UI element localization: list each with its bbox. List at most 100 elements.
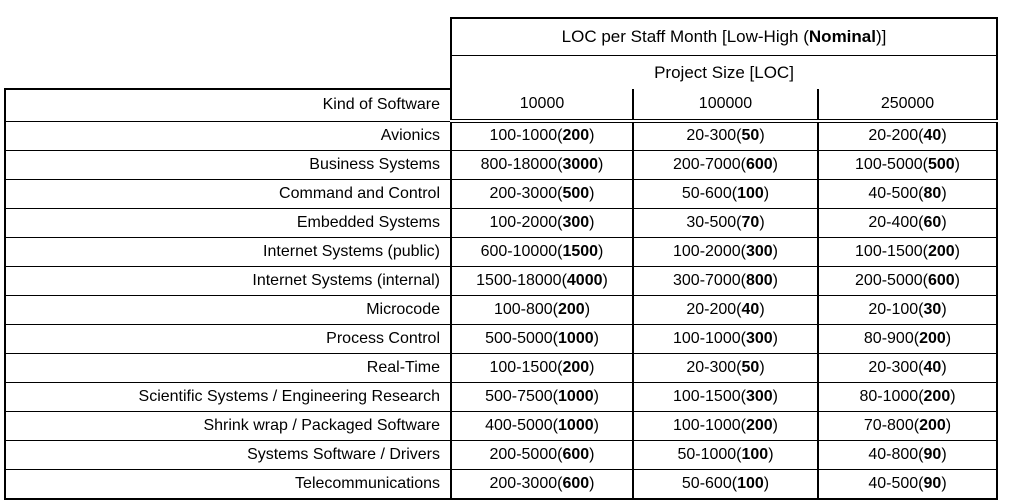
loc-range-low-high: 20-300(: [686, 127, 742, 145]
loc-nominal: 300: [745, 329, 773, 347]
row-label: Shrink wrap / Packaged Software: [4, 410, 452, 441]
loc-range-close: ): [763, 474, 770, 492]
loc-range-close: ): [772, 387, 778, 405]
loc-range-low-high: 40-500(: [868, 474, 924, 492]
loc-range-close: ): [759, 127, 765, 145]
row-label: Business Systems: [4, 149, 452, 180]
loc-range-cell: 100-2000(300): [450, 207, 634, 238]
loc-range-close: ): [768, 445, 774, 463]
loc-range-close: ): [941, 445, 947, 463]
loc-range-low-high: 20-200(: [686, 300, 742, 318]
loc-range-cell: 50-600(100): [632, 468, 819, 500]
loc-range-close: ): [584, 300, 591, 318]
loc-nominal: 600: [562, 474, 590, 492]
loc-range-close: ): [598, 155, 604, 173]
loc-nominal: 200: [919, 329, 946, 347]
loc-nominal: 200: [927, 242, 955, 260]
loc-range-close: ): [954, 271, 960, 289]
loc-range-low-high: 80-1000(: [859, 387, 924, 405]
loc-range-close: ): [772, 329, 778, 347]
loc-nominal: 60: [923, 213, 942, 231]
loc-range-cell: 50-600(100): [632, 178, 819, 209]
loc-range-cell: 200-5000(600): [816, 265, 999, 296]
title-text-suffix: )]: [875, 27, 887, 46]
loc-range-cell: 100-800(200): [450, 294, 634, 325]
title-text-prefix: LOC per Staff Month [Low-High (: [561, 27, 809, 46]
loc-range-cell: 500-7500(1000): [450, 381, 634, 412]
loc-range-cell: 500-5000(1000): [450, 323, 634, 354]
loc-range-low-high: 100-5000(: [855, 155, 928, 173]
loc-range-close: ): [941, 474, 947, 492]
loc-nominal: 500: [562, 184, 590, 202]
loc-range-low-high: 30-500(: [686, 213, 742, 231]
loc-range-cell: 1500-18000(4000): [450, 265, 634, 296]
loc-nominal: 4000: [566, 271, 603, 289]
loc-nominal: 200: [558, 300, 585, 318]
loc-range-low-high: 100-1500(: [489, 358, 563, 376]
loc-range-low-high: 200-3000(: [489, 474, 563, 492]
row-label: Command and Control: [4, 178, 452, 209]
loc-nominal: 600: [745, 155, 773, 173]
row-label: Systems Software / Drivers: [4, 439, 452, 470]
loc-nominal: 30: [923, 300, 942, 318]
loc-nominal: 90: [923, 474, 942, 492]
row-label: Embedded Systems: [4, 207, 452, 238]
loc-range-cell: 100-2000(300): [632, 236, 819, 267]
loc-range-cell: 300-7000(800): [632, 265, 819, 296]
loc-range-low-high: 800-18000(: [480, 155, 563, 173]
loc-range-cell: 20-300(50): [632, 352, 819, 383]
loc-range-close: ): [759, 300, 765, 318]
loc-range-cell: 30-500(70): [632, 207, 819, 238]
table-row: Microcode 100-800(200) 20-200(40) 20-100(30…: [4, 294, 999, 325]
loc-nominal: 70: [741, 213, 760, 231]
loc-nominal: 1500: [562, 242, 599, 260]
loc-range-cell: 80-1000(200): [816, 381, 999, 412]
row-label: Telecommunications: [4, 468, 452, 500]
table-row: Shrink wrap / Packaged Software 400-5000(…: [4, 410, 999, 441]
loc-range-close: ): [602, 271, 608, 289]
loc-nominal: 50: [741, 127, 760, 145]
loc-range-close: ): [593, 329, 599, 347]
table-row: Real-Time 100-1500(200) 20-300(50) 20-300(4…: [4, 352, 999, 383]
loc-range-low-high: 100-1000(: [673, 329, 746, 347]
loc-range-low-high: 50-600(: [681, 474, 738, 492]
table-row: Embedded Systems 100-2000(300) 30-500(70) 2…: [4, 207, 999, 238]
loc-range-low-high: 600-10000(: [480, 242, 563, 260]
loc-range-low-high: 500-7500(: [485, 387, 559, 405]
loc-range-close: ): [763, 184, 770, 202]
loc-range-cell: 20-300(40): [816, 352, 999, 383]
loc-range-close: ): [593, 416, 599, 434]
loc-range-close: ): [941, 184, 947, 202]
loc-range-close: ): [772, 416, 778, 434]
loc-range-low-high: 50-1000(: [677, 445, 742, 463]
loc-nominal: 100: [737, 474, 764, 492]
loc-range-low-high: 400-5000(: [485, 416, 559, 434]
table-row: Business Systems 800-18000(3000) 200-7000(…: [4, 149, 999, 180]
loc-range-cell: 40-500(90): [816, 468, 999, 500]
loc-range-cell: 600-10000(1500): [450, 236, 634, 267]
loc-range-cell: 20-200(40): [632, 294, 819, 325]
table-row: Systems Software / Drivers 200-5000(600) 5…: [4, 439, 999, 470]
loc-range-close: ): [589, 127, 595, 145]
loc-nominal: 40: [741, 300, 760, 318]
loc-range-cell: 100-1000(200): [450, 120, 634, 151]
loc-nominal: 50: [741, 358, 760, 376]
loc-range-low-high: 20-300(: [686, 358, 742, 376]
row-label: Microcode: [4, 294, 452, 325]
loc-range-close: ): [772, 242, 778, 260]
loc-range-cell: 20-200(40): [816, 120, 999, 151]
loc-nominal: 1000: [558, 387, 594, 405]
table-row: Internet Systems (internal) 1500-18000(40…: [4, 265, 999, 296]
loc-range-low-high: 20-200(: [868, 127, 924, 145]
table-row: Telecommunications 200-3000(600) 50-600(10…: [4, 468, 999, 500]
loc-range-low-high: 70-800(: [863, 416, 920, 434]
loc-range-low-high: 100-800(: [493, 300, 558, 318]
table-title: LOC per Staff Month [Low-High (Nominal)]: [449, 17, 999, 56]
table-row: Process Control 500-5000(1000) 100-1000(30…: [4, 323, 999, 354]
loc-range-close: ): [945, 416, 952, 434]
loc-range-close: ): [589, 445, 595, 463]
loc-nominal: 40: [923, 358, 942, 376]
loc-nominal: 100: [741, 445, 769, 463]
loc-range-cell: 100-1000(200): [632, 410, 819, 441]
loc-nominal: 90: [923, 445, 942, 463]
